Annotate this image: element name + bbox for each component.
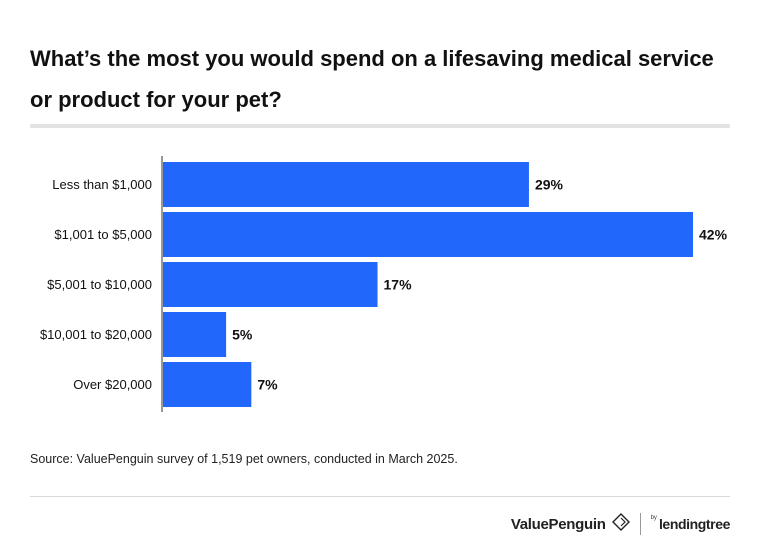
brand-separator [639, 513, 641, 535]
penguin-diamond-icon [611, 512, 630, 536]
title-divider [30, 124, 730, 128]
data-label: 42% [699, 227, 728, 243]
brand-by-text: by [650, 515, 657, 521]
data-label: 29% [535, 177, 564, 193]
chart-title: What’s the most you would spend on a lif… [30, 46, 714, 112]
valuepenguin-logo-text: ValuePenguin [510, 515, 606, 533]
bar [163, 362, 252, 407]
data-label: 7% [257, 377, 278, 393]
category-label: $10,001 to $20,000 [40, 327, 152, 342]
lendingtree-logo-text: lendingtree [658, 516, 730, 532]
footer-divider [30, 496, 730, 497]
data-label: 5% [232, 327, 253, 343]
bar-chart: Less than $1,000 29% $1,001 to $5,000 42% $5… [40, 156, 728, 412]
brand-logos: ValuePenguin by lendingtree [511, 512, 730, 536]
category-label: $5,001 to $10,000 [47, 277, 152, 292]
category-label: $1,001 to $5,000 [54, 227, 152, 242]
source-note: Source: ValuePenguin survey of 1,519 pet… [30, 452, 458, 466]
category-label: Over $20,000 [73, 377, 152, 392]
bar [163, 312, 227, 357]
data-label: 17% [384, 277, 413, 293]
category-label: Less than $1,000 [52, 177, 152, 192]
bar [163, 162, 529, 207]
bar [163, 212, 693, 257]
bar [163, 262, 378, 307]
